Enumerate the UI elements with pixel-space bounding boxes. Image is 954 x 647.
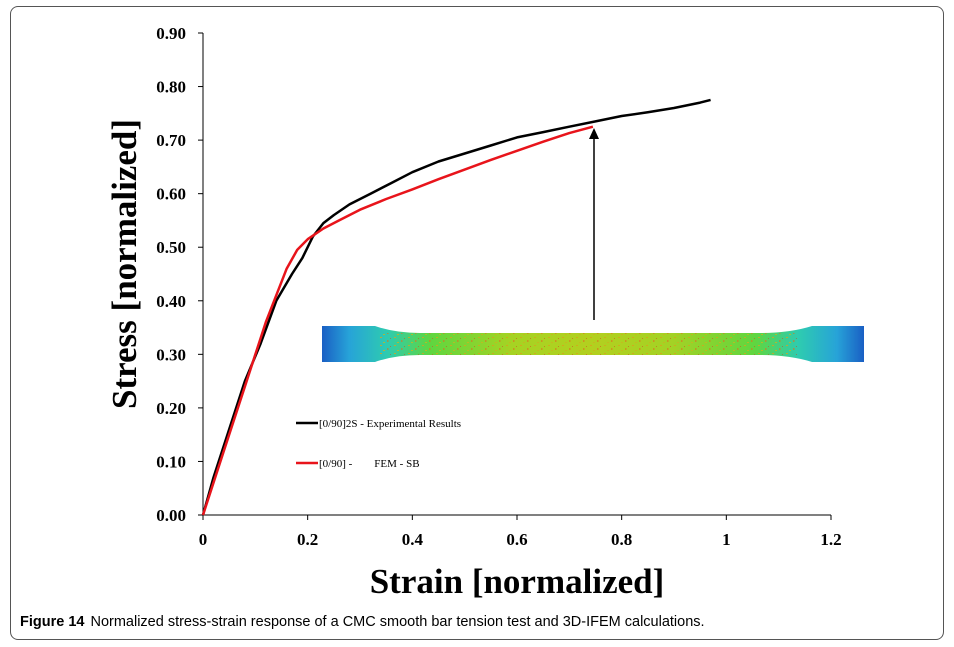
x-tick-label: 1.2: [820, 530, 841, 549]
y-tick-label: 0.00: [156, 506, 186, 525]
x-tick-label: 0.4: [402, 530, 424, 549]
y-tick-label: 0.60: [156, 185, 186, 204]
x-axis-label: Strain [normalized]: [370, 562, 665, 601]
y-tick-label: 0.40: [156, 292, 186, 311]
y-tick-label: 0.50: [156, 238, 186, 257]
y-tick-label: 0.20: [156, 399, 186, 418]
legend-label-1: [0/90]2S - Experimental Results: [319, 418, 461, 430]
figure-frame: [10, 6, 944, 640]
axes: 0.000.100.200.300.400.500.600.700.800.90…: [156, 24, 841, 549]
fem-contour-bar: [322, 326, 864, 362]
x-tick-label: 1: [722, 530, 731, 549]
y-axis-label: Stress [normalized]: [105, 119, 144, 409]
y-tick-label: 0.10: [156, 452, 186, 471]
x-tick-label: 0: [199, 530, 208, 549]
caption-text: Normalized stress-strain response of a C…: [90, 614, 705, 630]
legend-label-2: [0/90] - FEM - SB: [319, 458, 420, 470]
y-tick-label: 0.90: [156, 24, 186, 43]
series-line-2: [201, 125, 594, 516]
x-tick-label: 0.6: [506, 530, 527, 549]
x-tick-label: 0.2: [297, 530, 318, 549]
x-tick-label: 0.8: [611, 530, 632, 549]
figure-label: Figure 14: [20, 614, 85, 630]
y-tick-label: 0.30: [156, 345, 186, 364]
figure-caption: Figure 14 Normalized stress-strain respon…: [20, 614, 705, 630]
y-tick-label: 0.80: [156, 78, 186, 97]
arrow-to-fem-bar: [589, 128, 599, 320]
series-line-1: [201, 98, 711, 516]
y-tick-label: 0.70: [156, 131, 186, 150]
